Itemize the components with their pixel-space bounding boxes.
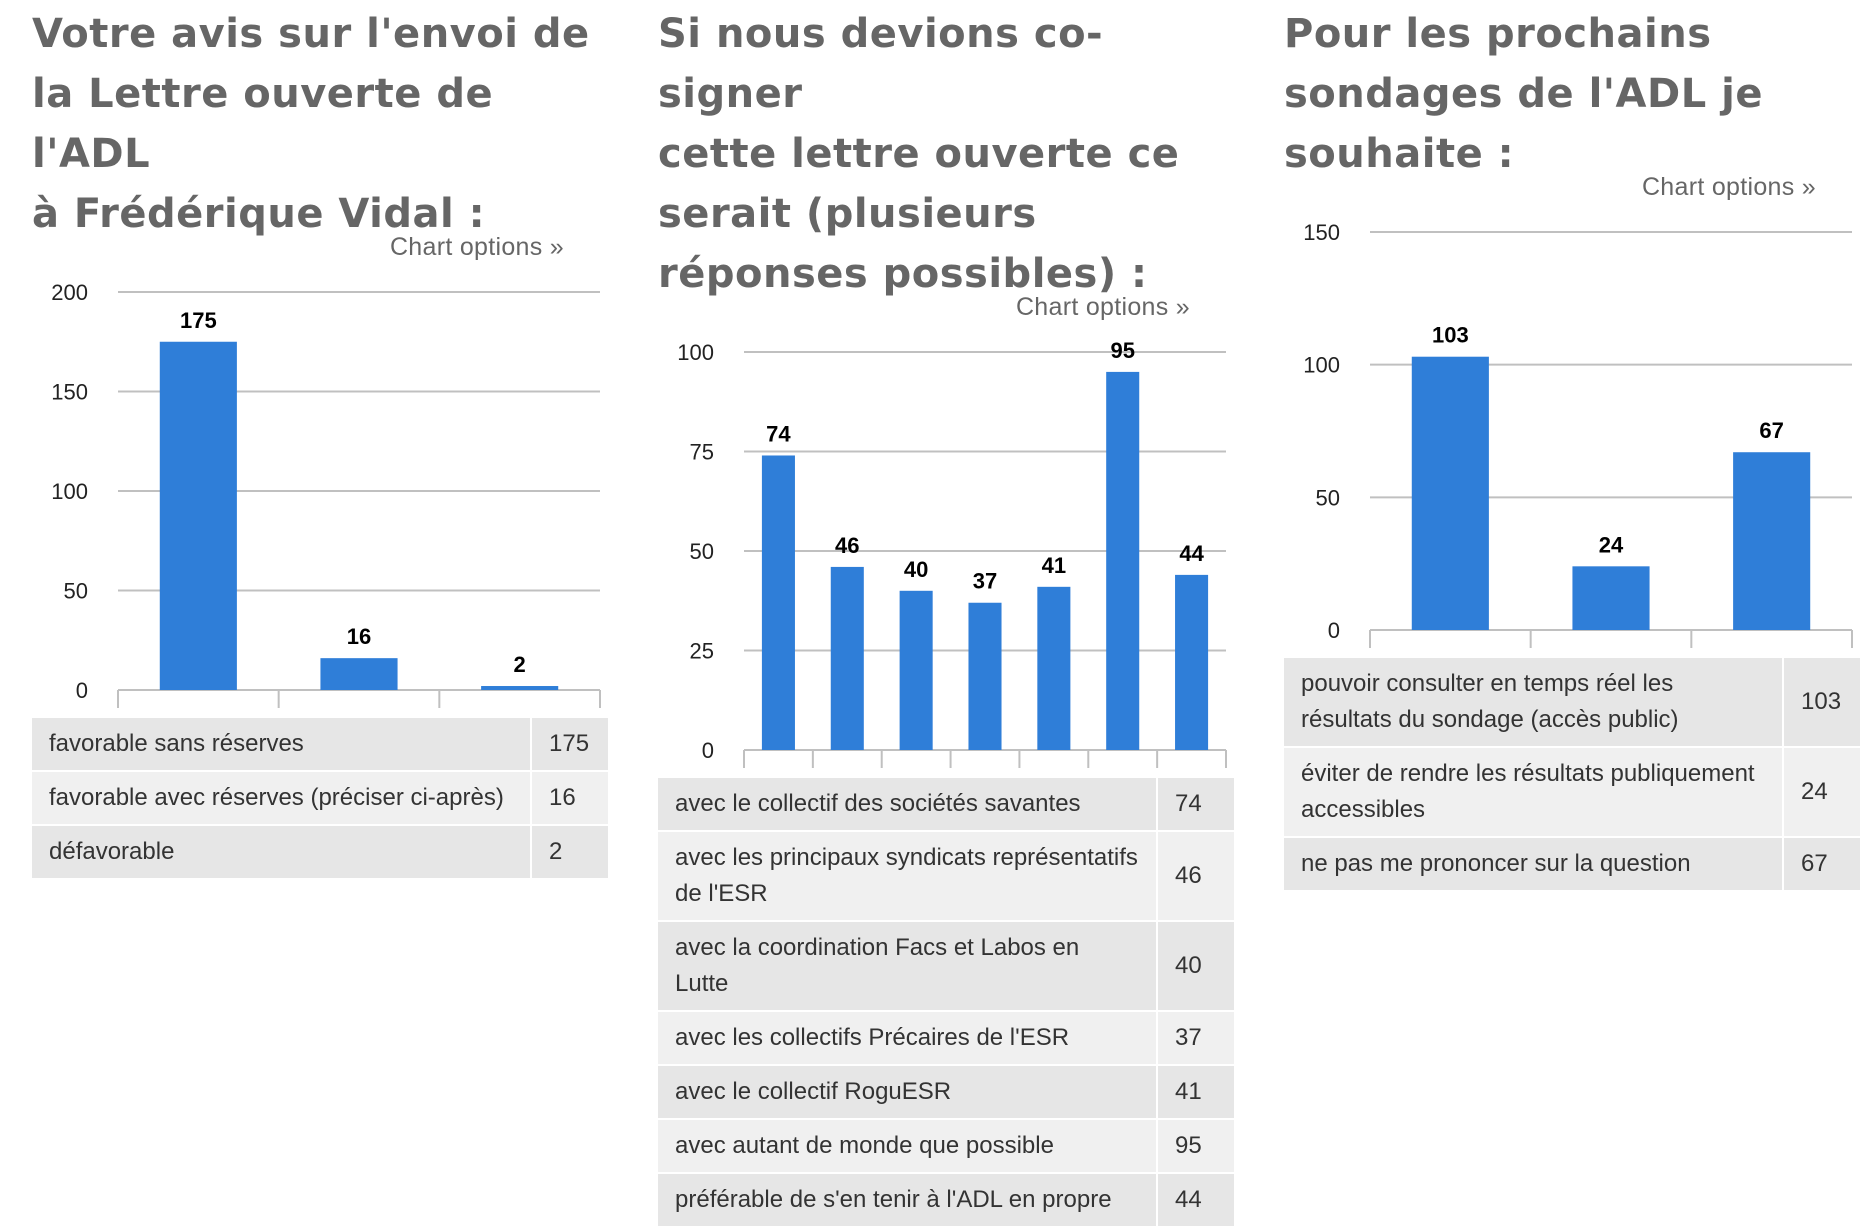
table-row: favorable avec réserves (préciser ci-apr… <box>32 772 608 824</box>
answer-count: 67 <box>1784 838 1860 890</box>
bar[interactable] <box>1733 452 1811 630</box>
y-tick-label: 50 <box>1316 485 1340 510</box>
bar-value-label: 175 <box>180 308 217 333</box>
results-table: pouvoir consulter en temps réel les résu… <box>1284 656 1860 892</box>
bar[interactable] <box>1106 371 1140 750</box>
table-row: avec le collectif RoguESR 41 <box>658 1066 1234 1118</box>
answer-count: 24 <box>1784 748 1860 836</box>
answer-count: 37 <box>1158 1012 1234 1064</box>
y-tick-label: 150 <box>51 380 88 405</box>
y-tick-label: 100 <box>677 340 714 365</box>
table-row: favorable sans réserves 175 <box>32 718 608 770</box>
answer-count: 2 <box>532 826 608 878</box>
bar[interactable] <box>830 566 864 750</box>
bar[interactable] <box>159 341 237 690</box>
answer-label: ne pas me prononcer sur la question <box>1284 838 1784 890</box>
bar-value-label: 74 <box>766 421 791 446</box>
bar-chart: 0 50 100 150 103 24 67 <box>1303 220 1853 648</box>
answer-label: avec le collectif RoguESR <box>658 1066 1158 1118</box>
answer-label: éviter de rendre les résultats publiquem… <box>1284 748 1784 836</box>
y-tick-label: 100 <box>51 479 88 504</box>
y-tick-label: 25 <box>690 639 714 664</box>
answer-label: favorable sans réserves <box>32 718 532 770</box>
answer-label: pouvoir consulter en temps réel les résu… <box>1284 658 1784 746</box>
answer-label: avec autant de monde que possible <box>658 1120 1158 1172</box>
y-tick-label: 0 <box>1328 618 1340 643</box>
results-table: avec le collectif des sociétés savantes 7… <box>658 776 1234 1228</box>
bar-value-label: 103 <box>1432 323 1469 348</box>
chart-title: Si nous devions co-signer cette lettre o… <box>658 11 1180 297</box>
answer-label: préférable de s'en tenir à l'ADL en prop… <box>658 1174 1158 1226</box>
table-row: éviter de rendre les résultats publiquem… <box>1284 748 1860 836</box>
bar-value-label: 41 <box>1042 553 1066 578</box>
answer-count: 40 <box>1158 922 1234 1010</box>
bar[interactable] <box>1175 574 1209 750</box>
answer-count: 46 <box>1158 832 1234 920</box>
answer-count: 103 <box>1784 658 1860 746</box>
survey-panel: Pour les prochains sondages de l'ADL je … <box>1284 0 1864 892</box>
answer-count: 16 <box>532 772 608 824</box>
table-row: ne pas me prononcer sur la question 67 <box>1284 838 1860 890</box>
table-row: avec le collectif des sociétés savantes 7… <box>658 778 1234 830</box>
bar-value-label: 16 <box>347 624 371 649</box>
survey-panel: Si nous devions co-signer cette lettre o… <box>658 0 1238 1228</box>
answer-count: 74 <box>1158 778 1234 830</box>
chart-options-link[interactable]: Chart options » <box>1015 293 1190 321</box>
bar[interactable] <box>761 455 795 750</box>
bar[interactable] <box>1411 356 1489 630</box>
bar[interactable] <box>968 602 1002 750</box>
y-tick-label: 100 <box>1303 353 1340 378</box>
bar-value-label: 40 <box>904 557 928 582</box>
table-row: avec les principaux syndicats représenta… <box>658 832 1234 920</box>
chart-title: Votre avis sur l'envoi de la Lettre ouve… <box>32 11 590 237</box>
y-tick-label: 75 <box>690 440 714 465</box>
answer-count: 41 <box>1158 1066 1234 1118</box>
bar[interactable] <box>899 590 933 750</box>
y-tick-label: 0 <box>76 678 88 703</box>
bar-value-label: 67 <box>1759 418 1783 443</box>
table-row: avec la coordination Facs et Labos en Lu… <box>658 922 1234 1010</box>
y-tick-label: 0 <box>702 738 714 763</box>
bar-chart: 0 50 100 150 200 175 16 2 <box>51 280 601 708</box>
answer-label: avec le collectif des sociétés savantes <box>658 778 1158 830</box>
answer-count: 95 <box>1158 1120 1234 1172</box>
bar-value-label: 44 <box>1179 541 1204 566</box>
answer-label: défavorable <box>32 826 532 878</box>
answer-label: avec les collectifs Précaires de l'ESR <box>658 1012 1158 1064</box>
table-row: avec les collectifs Précaires de l'ESR 37 <box>658 1012 1234 1064</box>
bar-value-label: 37 <box>973 569 997 594</box>
table-row: défavorable 2 <box>32 826 608 878</box>
answer-label: avec la coordination Facs et Labos en Lu… <box>658 922 1158 1010</box>
bar-value-label: 46 <box>835 533 859 558</box>
bar-value-label: 2 <box>514 652 526 677</box>
chart-options-link[interactable]: Chart options » <box>1641 173 1816 201</box>
answer-count: 44 <box>1158 1174 1234 1226</box>
y-tick-label: 50 <box>690 539 714 564</box>
bar-value-label: 95 <box>1110 338 1134 363</box>
y-tick-label: 150 <box>1303 220 1340 245</box>
table-row: préférable de s'en tenir à l'ADL en prop… <box>658 1174 1234 1226</box>
table-row: avec autant de monde que possible 95 <box>658 1120 1234 1172</box>
bar[interactable] <box>1037 586 1071 750</box>
bar-chart: 0 25 50 75 100 74 46 40 37 41 95 44 <box>677 338 1227 768</box>
bar-value-label: 24 <box>1599 532 1624 557</box>
table-row: pouvoir consulter en temps réel les résu… <box>1284 658 1860 746</box>
bar[interactable] <box>1572 566 1650 630</box>
answer-count: 175 <box>532 718 608 770</box>
survey-panel: Votre avis sur l'envoi de la Lettre ouve… <box>32 0 612 880</box>
answer-label: favorable avec réserves (préciser ci-apr… <box>32 772 532 824</box>
answer-label: avec les principaux syndicats représenta… <box>658 832 1158 920</box>
bar[interactable] <box>481 686 559 690</box>
y-tick-label: 200 <box>51 280 88 305</box>
y-tick-label: 50 <box>64 579 88 604</box>
bar[interactable] <box>320 658 398 690</box>
results-table: favorable sans réserves 175 favorable avec… <box>32 716 608 880</box>
chart-options-link[interactable]: Chart options » <box>389 233 564 261</box>
chart-title: Pour les prochains sondages de l'ADL je … <box>1284 11 1763 177</box>
